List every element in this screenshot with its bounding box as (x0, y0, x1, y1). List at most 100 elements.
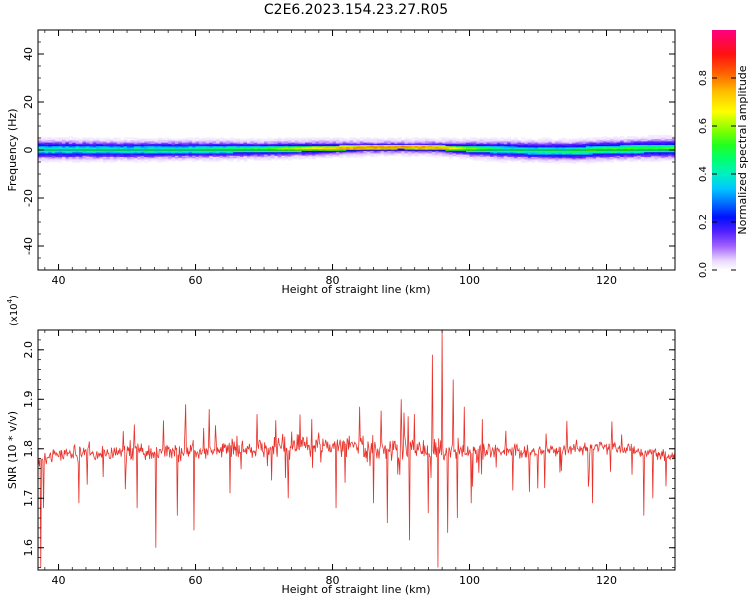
heatmap-cell (503, 139, 508, 142)
heatmap-cell (469, 154, 474, 156)
heatmap-cell (329, 156, 334, 159)
heatmap-cell (205, 160, 210, 162)
heatmap-cell (250, 139, 255, 142)
heatmap-cell (561, 143, 567, 145)
heatmap-cell (644, 151, 649, 154)
heatmap-cell (404, 154, 409, 156)
heatmap-cell (510, 156, 515, 159)
heatmap-cell (514, 151, 519, 154)
heatmap-cell (202, 145, 207, 148)
heatmap-cell (565, 150, 570, 153)
heatmap-cell (185, 137, 190, 139)
heatmap-cell (298, 148, 303, 150)
heatmap-cell (120, 148, 125, 150)
heatmap-cell (524, 142, 529, 144)
heatmap-cell (246, 138, 251, 141)
heatmap-cell (387, 151, 392, 154)
heatmap-cell (311, 144, 317, 147)
heatmap-cell (212, 153, 217, 155)
heatmap-cell (284, 147, 289, 149)
heatmap-cell (322, 144, 327, 147)
heatmap-cell (288, 139, 293, 142)
heatmap-cell (301, 141, 306, 143)
heatmap-cell (82, 154, 87, 156)
heatmap-cell (421, 144, 426, 147)
heatmap-cell (534, 154, 539, 156)
heatmap-cell (161, 160, 166, 162)
heatmap-cell (561, 151, 567, 154)
heatmap-cell (520, 151, 525, 154)
heatmap-cell (205, 153, 210, 155)
heatmap-cell (92, 148, 97, 150)
heatmap-cell (428, 153, 433, 155)
heatmap-cell (469, 142, 474, 144)
heatmap-cell (85, 144, 90, 147)
heatmap-cell (144, 139, 149, 142)
heatmap-cell (346, 143, 351, 145)
heatmap-cell (462, 145, 467, 148)
heatmap-cell (267, 157, 272, 160)
heatmap-cell (38, 156, 43, 159)
heatmap-cell (496, 151, 501, 154)
heatmap-cell (147, 139, 152, 142)
heatmap-cell (137, 142, 142, 144)
heatmap-cell (171, 142, 176, 144)
heatmap-cell (640, 142, 645, 144)
heatmap-cell (109, 148, 114, 150)
heatmap-cell (236, 139, 241, 142)
heatmap-cell (359, 150, 364, 153)
heatmap-cell (394, 148, 399, 150)
heatmap-cell (250, 137, 255, 139)
heatmap-cell (664, 139, 669, 142)
heatmap-cell (274, 151, 279, 154)
heatmap-cell (603, 154, 608, 156)
heatmap-cell (424, 144, 430, 147)
heatmap-cell (332, 143, 337, 145)
heatmap-cell (555, 143, 560, 145)
heatmap-cell (424, 143, 430, 145)
heatmap-cell (404, 138, 409, 141)
heatmap-cell (585, 144, 590, 147)
heatmap-cell (198, 151, 203, 154)
heatmap-cell (127, 141, 132, 143)
heatmap-cell (565, 161, 570, 163)
heatmap-cell (548, 148, 553, 150)
heatmap-cell (113, 144, 118, 147)
heatmap-cell (668, 153, 673, 155)
heatmap-cell (308, 148, 313, 150)
heatmap-cell (346, 144, 351, 147)
heatmap-cell (161, 154, 166, 156)
heatmap-cell (154, 155, 159, 157)
heatmap-cell (359, 156, 364, 159)
heatmap-cell (524, 148, 529, 150)
heatmap-cell (164, 159, 169, 161)
heatmap-cell (253, 144, 258, 147)
heatmap-cell (92, 147, 97, 149)
heatmap-cell (623, 154, 628, 156)
heatmap-cell (490, 151, 495, 154)
heatmap-cell (397, 143, 402, 145)
heatmap-cell (85, 161, 90, 163)
heatmap-cell (103, 150, 108, 153)
heatmap-cell (137, 148, 142, 150)
heatmap-cell (609, 150, 614, 153)
heatmap-cell (414, 153, 419, 155)
heatmap-cell (130, 143, 135, 145)
heatmap-cell (490, 144, 495, 147)
heatmap-cell (585, 145, 590, 148)
heatmap-cell (572, 157, 577, 160)
heatmap-cell (490, 154, 495, 156)
heatmap-cell (596, 141, 601, 143)
heatmap-cell (356, 141, 361, 143)
heatmap-cell (630, 141, 635, 143)
heatmap-cell (38, 160, 43, 162)
heatmap-cell (555, 139, 560, 142)
heatmap-cell (671, 155, 675, 157)
heatmap-cell (154, 141, 159, 143)
heatmap-cell (394, 143, 399, 145)
heatmap-cell (657, 150, 662, 153)
heatmap-cell (140, 142, 145, 144)
heatmap-cell (527, 154, 532, 156)
heatmap-cell (294, 148, 299, 150)
heatmap-cell (346, 139, 351, 142)
